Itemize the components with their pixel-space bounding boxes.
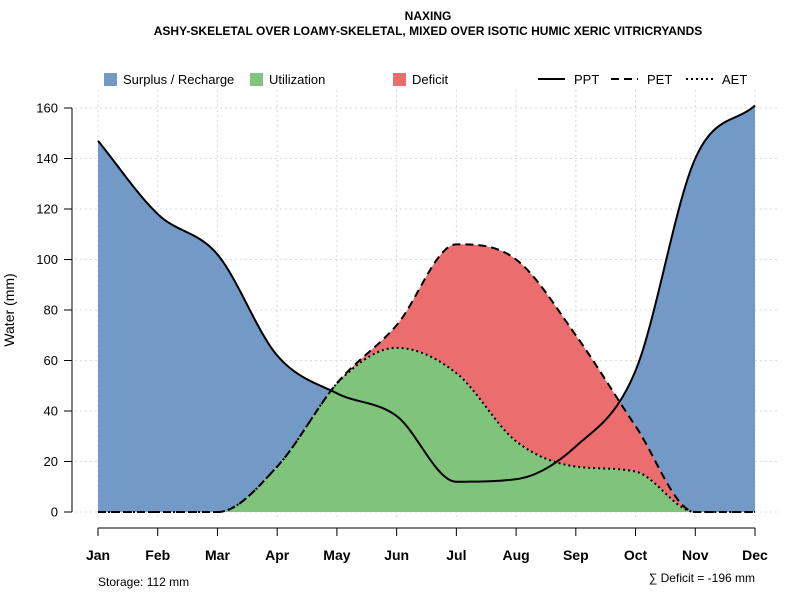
series-line-aet — [98, 346, 755, 513]
y-tick-label: 60 — [44, 353, 58, 368]
x-tick-label: Oct — [624, 547, 648, 563]
y-tick-label: 0 — [51, 505, 58, 520]
x-tick-label: Apr — [265, 547, 290, 563]
legend-label: AET — [722, 72, 747, 87]
series-line-pet — [98, 243, 755, 513]
chart-title: NAXING — [405, 9, 452, 23]
surplus-area — [98, 105, 755, 512]
y-axis-label: Water (mm) — [1, 273, 17, 346]
storage-label: Storage: 112 mm — [98, 575, 189, 589]
y-tick-label: 80 — [44, 303, 58, 318]
x-tick-label: Jun — [384, 547, 409, 563]
y-tick-label: 40 — [44, 404, 58, 419]
x-tick-label: May — [323, 547, 350, 563]
series-lines — [97, 104, 756, 513]
legend-label: Utilization — [269, 72, 325, 87]
x-tick-label: Mar — [205, 547, 230, 563]
legend-label: PET — [647, 72, 672, 87]
x-tick-label: Jan — [86, 547, 110, 563]
x-tick-label: Feb — [145, 547, 170, 563]
axes: 0 20 40 60 80 100 120 140 160 Jan Feb Mar Apr May Jun J… — [36, 101, 768, 564]
y-tick-label: 20 — [44, 454, 58, 469]
y-tick-label: 100 — [36, 252, 58, 267]
x-tick-label: Aug — [502, 547, 529, 563]
deficit-label: ∑ Deficit = -196 mm — [649, 571, 755, 585]
series-line-ppt — [97, 104, 756, 483]
utilization-area — [98, 347, 755, 512]
x-tick-label: Sep — [563, 547, 589, 563]
water-balance-areas — [98, 105, 755, 512]
legend-swatch — [104, 73, 117, 86]
legend-swatch — [393, 73, 406, 86]
x-tick-label: Nov — [682, 547, 709, 563]
legend-label: Deficit — [412, 72, 449, 87]
legend: Surplus / Recharge Utilization Deficit PPT P… — [104, 72, 747, 87]
chart-subtitle: ASHY-SKELETAL OVER LOAMY-SKELETAL, MIXED… — [154, 24, 703, 38]
utilization-area-base — [98, 390, 755, 512]
y-tick-label: 160 — [36, 101, 58, 116]
y-tick-label: 120 — [36, 202, 58, 217]
legend-label: Surplus / Recharge — [123, 72, 234, 87]
deficit-area — [98, 244, 755, 512]
y-tick-label: 140 — [36, 151, 58, 166]
legend-swatch — [250, 73, 263, 86]
x-tick-label: Dec — [742, 547, 768, 563]
x-tick-label: Jul — [446, 547, 466, 563]
legend-label: PPT — [574, 72, 599, 87]
